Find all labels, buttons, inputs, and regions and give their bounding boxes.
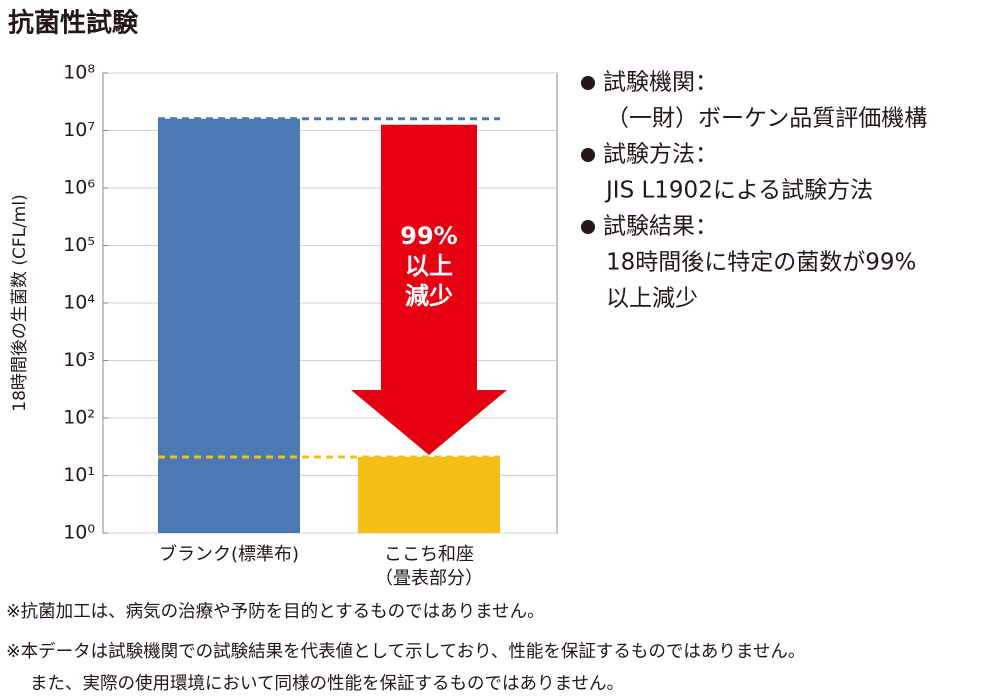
note-value: 18時間後に特定の菌数が99%: [606, 250, 916, 276]
y-tick-label: 10⁰: [63, 522, 95, 544]
y-tick-label: 10³: [63, 349, 95, 371]
bullet: [581, 148, 595, 162]
x-tick-label: ブランク(標準布): [159, 543, 299, 565]
footnote: ※抗菌加工は、病気の治療や予防を目的とするものではありません。: [6, 602, 545, 622]
y-tick-label: 10⁷: [63, 119, 95, 141]
note-label: 試験機関：: [603, 70, 718, 96]
note-label: 試験方法：: [603, 142, 718, 168]
y-tick-label: 10¹: [63, 464, 95, 486]
note-label: 試験結果：: [603, 214, 718, 240]
x-tick-label: （畳表部分）: [375, 568, 483, 589]
note-value: JIS L1902による試験方法: [604, 178, 873, 204]
x-tick-label: ここち和座: [384, 544, 474, 565]
y-tick-label: 10²: [63, 407, 95, 429]
y-tick-label: 10⁶: [63, 177, 95, 199]
bar: [158, 118, 300, 534]
bullet: [581, 220, 595, 234]
bullet: [581, 76, 595, 90]
reduction-arrow: [351, 124, 507, 455]
arrow-label: 減少: [405, 282, 453, 310]
chart-title: 抗菌性試験: [8, 8, 139, 39]
y-tick-label: 10⁴: [63, 292, 95, 314]
bar: [358, 456, 500, 533]
arrow-label: 以上: [405, 252, 453, 280]
y-tick-label: 10⁸: [63, 62, 95, 84]
footnote: ※本データは試験機関での試験結果を代表値として示しており、性能を保証するものでは…: [6, 641, 805, 662]
note-value: （一財）ボーケン品質評価機構: [606, 106, 927, 132]
note-value: 以上減少: [606, 286, 698, 312]
footnote: また、実際の使用環境において同様の性能を保証するものではありません。: [30, 673, 624, 694]
arrow-label: 99%: [400, 222, 457, 250]
y-tick-label: 10⁵: [63, 234, 95, 256]
y-axis-label: 18時間後の生菌数 (CFL/ml): [10, 194, 30, 411]
